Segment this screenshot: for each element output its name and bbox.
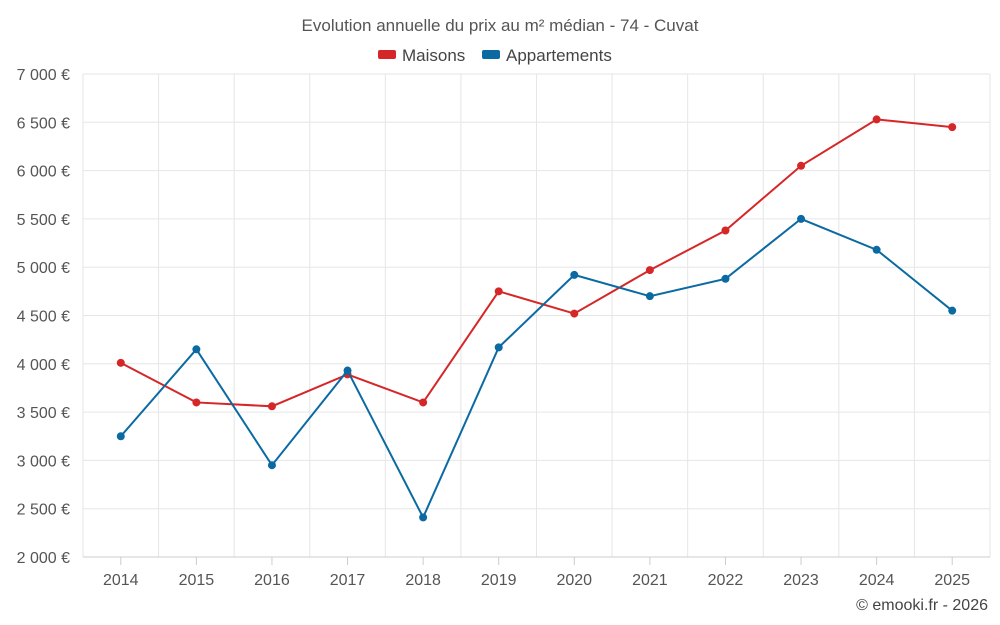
y-tick-label: 2 000 € — [17, 550, 70, 567]
y-tick-label: 6 000 € — [17, 164, 70, 181]
y-tick-label: 5 500 € — [17, 212, 70, 229]
data-point-maisons[interactable] — [267, 402, 276, 411]
data-point-maisons[interactable] — [116, 358, 125, 367]
legend-swatch-appartements — [482, 50, 500, 59]
data-point-appartements[interactable] — [116, 432, 125, 441]
x-tick-label: 2015 — [179, 572, 215, 589]
x-tick-label: 2019 — [481, 572, 517, 589]
data-point-maisons[interactable] — [494, 287, 503, 296]
y-tick-label: 4 000 € — [17, 357, 70, 374]
x-tick-label: 2025 — [934, 572, 970, 589]
legend-label-appartements: Appartements — [506, 46, 612, 65]
legend-item-maisons[interactable]: Maisons — [378, 46, 465, 65]
data-point-appartements[interactable] — [267, 461, 276, 470]
data-point-appartements[interactable] — [494, 343, 503, 352]
y-tick-label: 5 000 € — [17, 260, 70, 277]
data-point-maisons[interactable] — [721, 226, 730, 235]
x-tick-label: 2020 — [556, 572, 592, 589]
data-point-maisons[interactable] — [570, 309, 579, 318]
data-point-appartements[interactable] — [419, 513, 428, 522]
y-tick-label: 7 000 € — [17, 67, 70, 84]
data-point-appartements[interactable] — [721, 274, 730, 283]
grid — [82, 73, 991, 558]
data-point-appartements[interactable] — [343, 366, 352, 375]
y-tick-label: 2 500 € — [17, 502, 70, 519]
y-tick-label: 6 500 € — [17, 115, 70, 132]
data-point-appartements[interactable] — [872, 245, 881, 254]
series-line-maisons — [120, 118, 953, 408]
y-axis: 2 000 € 2 500 € 3 000 € 3 500 € 4 000 € 4 500… — [17, 67, 70, 567]
data-point-maisons[interactable] — [645, 266, 654, 275]
data-point-appartements[interactable] — [192, 345, 201, 354]
legend-swatch-maisons — [378, 50, 396, 59]
y-tick-label: 3 500 € — [17, 405, 70, 422]
series-group — [116, 115, 957, 522]
data-point-appartements[interactable] — [570, 270, 579, 279]
x-tick-label: 2022 — [708, 572, 744, 589]
series-line-appartements — [120, 217, 953, 520]
data-point-maisons[interactable] — [872, 115, 881, 124]
x-tick-label: 2024 — [859, 572, 895, 589]
credit-text: © emooki.fr - 2026 — [856, 597, 988, 614]
y-tick-label: 4 500 € — [17, 309, 70, 326]
x-tick-label: 2014 — [103, 572, 139, 589]
legend-label-maisons: Maisons — [402, 46, 465, 65]
x-axis: 2014 2015 2016 2017 2018 2019 2020 2021 2022 2023… — [83, 556, 990, 589]
legend-item-appartements[interactable]: Appartements — [482, 46, 612, 65]
x-tick-label: 2016 — [254, 572, 290, 589]
data-point-maisons[interactable] — [948, 123, 957, 132]
y-tick-label: 3 000 € — [17, 453, 70, 470]
data-point-appartements[interactable] — [645, 292, 654, 301]
data-point-maisons[interactable] — [192, 398, 201, 407]
x-tick-label: 2017 — [330, 572, 366, 589]
data-point-maisons[interactable] — [797, 161, 806, 170]
chart-title: Evolution annuelle du prix au m² médian … — [302, 16, 699, 35]
x-tick-label: 2018 — [405, 572, 441, 589]
data-point-maisons[interactable] — [419, 398, 428, 407]
legend: Maisons Appartements — [378, 46, 612, 65]
data-point-appartements[interactable] — [948, 306, 957, 315]
x-tick-label: 2023 — [783, 572, 819, 589]
x-tick-label: 2021 — [632, 572, 668, 589]
data-point-appartements[interactable] — [797, 214, 806, 223]
